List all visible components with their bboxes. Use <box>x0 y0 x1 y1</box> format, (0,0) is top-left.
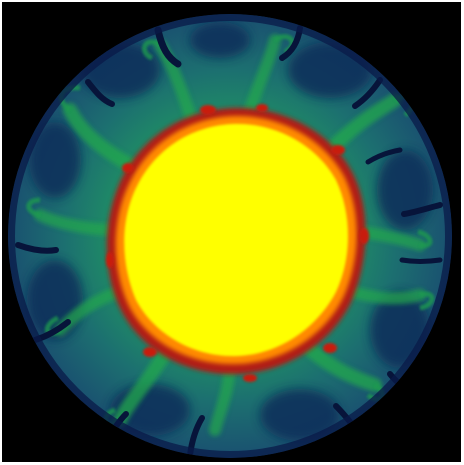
core-edge-filaments <box>106 104 369 382</box>
core-yellow <box>124 123 348 357</box>
outer-rim <box>8 14 452 458</box>
mantle-disk <box>8 14 452 458</box>
hot-core <box>106 104 369 382</box>
